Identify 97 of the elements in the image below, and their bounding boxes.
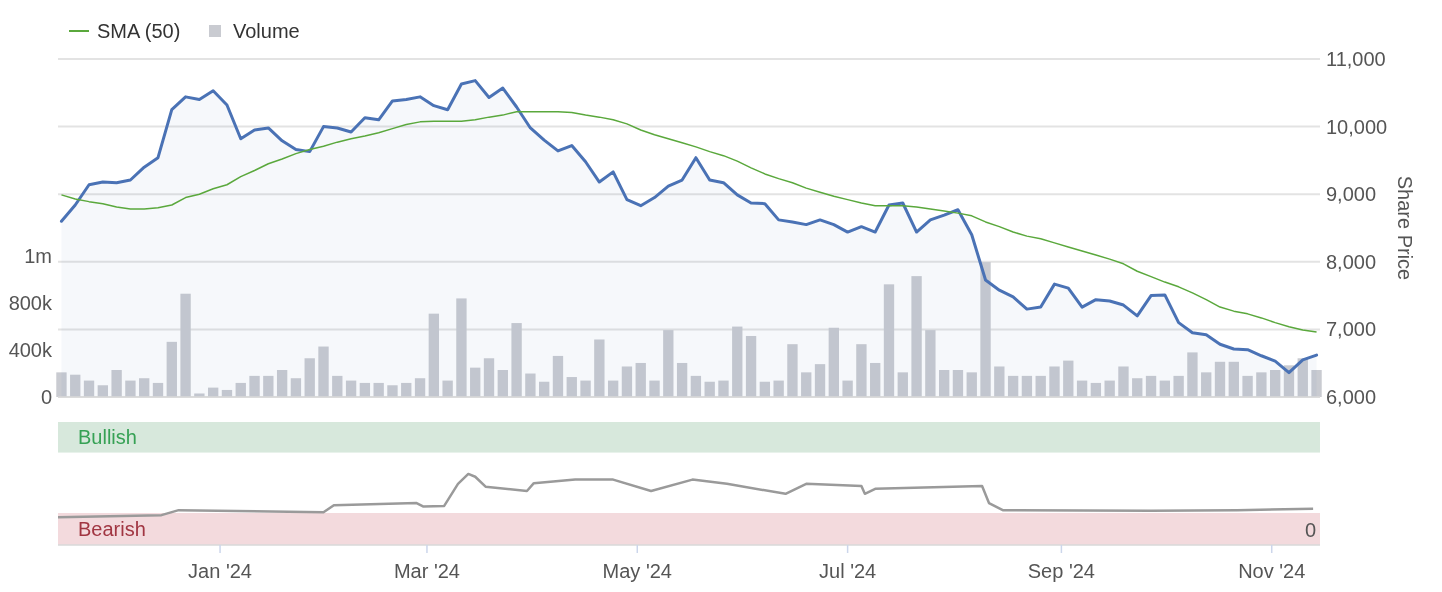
bar — [318, 346, 329, 397]
bar — [166, 341, 177, 397]
bar — [980, 262, 991, 397]
bar — [1242, 375, 1253, 397]
y2-tick-label: 0 — [40, 386, 52, 408]
bar — [511, 323, 522, 397]
x-tick-label: Nov '24 — [1238, 560, 1306, 582]
bar — [925, 330, 936, 397]
bar — [773, 380, 784, 397]
bar — [1021, 375, 1033, 397]
y-tick-label: 9,000 — [1326, 183, 1377, 206]
bar — [1104, 380, 1115, 397]
line-series — [60, 110, 1318, 333]
bar — [1228, 361, 1239, 397]
x-tick-label: May '24 — [602, 560, 672, 582]
bar — [718, 380, 729, 397]
bar — [1187, 352, 1198, 397]
bar — [870, 362, 881, 397]
bar — [966, 372, 977, 397]
bar — [442, 380, 453, 397]
bar — [139, 378, 150, 397]
bar — [911, 276, 922, 397]
bar — [263, 375, 274, 397]
bar — [180, 293, 191, 397]
bar — [621, 366, 633, 397]
bar — [1256, 372, 1267, 397]
x-tick-label: Jul '24 — [819, 560, 877, 582]
bar — [897, 372, 908, 397]
band-label: Bearish — [78, 518, 146, 540]
x-tick-label: Jan '24 — [188, 560, 252, 582]
bar — [525, 373, 536, 397]
bar — [1063, 360, 1074, 397]
bar — [552, 355, 564, 397]
bar — [801, 372, 812, 397]
bar — [952, 370, 964, 397]
bar — [1311, 370, 1322, 397]
bar — [1270, 370, 1281, 397]
bar — [814, 364, 826, 397]
bar — [676, 362, 688, 397]
bar — [842, 380, 853, 397]
bar — [1049, 366, 1060, 397]
bar — [856, 344, 867, 397]
bar — [580, 380, 591, 397]
band-label: Bullish — [78, 426, 137, 449]
bar — [456, 298, 467, 397]
bar — [1145, 375, 1157, 397]
y-tick-label: 7,000 — [1326, 318, 1377, 341]
bar — [787, 344, 798, 397]
bar — [387, 385, 398, 397]
y2-tick-label: 1m — [24, 245, 52, 268]
y-tick-label: 10,000 — [1326, 115, 1388, 138]
y-tick-label: 8,000 — [1326, 250, 1377, 273]
bar — [125, 380, 136, 397]
bar — [828, 327, 839, 397]
y2-tick-label: 800k — [8, 292, 53, 315]
bar — [97, 385, 108, 397]
bar — [304, 358, 315, 397]
legend-label: Volume — [233, 20, 300, 42]
bar — [290, 378, 302, 397]
bar — [428, 313, 440, 397]
bar — [1132, 378, 1143, 397]
bar — [497, 370, 508, 397]
x-tick-label: Mar '24 — [393, 560, 460, 582]
bar — [649, 380, 660, 397]
bar — [745, 335, 757, 397]
bar — [56, 372, 67, 397]
bar — [732, 326, 743, 397]
bar — [994, 366, 1005, 397]
bar — [1007, 375, 1019, 397]
legend-label: SMA (50) — [97, 20, 181, 42]
bar — [1201, 372, 1212, 397]
bar — [883, 284, 895, 397]
bar — [414, 378, 426, 397]
bar — [663, 330, 674, 397]
y-axis-title: Share Price — [1394, 175, 1416, 281]
bar — [249, 375, 260, 397]
bar — [276, 370, 288, 397]
bar — [194, 393, 205, 397]
y-tick-label: 11,000 — [1326, 48, 1386, 70]
bar — [635, 362, 646, 397]
bar — [483, 358, 495, 397]
bar — [594, 339, 605, 397]
bar — [690, 375, 702, 397]
bar — [470, 367, 481, 397]
y2-tick-label: 400k — [8, 339, 53, 362]
bar — [1214, 361, 1226, 397]
annotation: 0 — [1304, 519, 1316, 541]
bar — [111, 370, 122, 397]
bar — [332, 375, 343, 397]
bar — [70, 374, 81, 397]
bar — [1035, 375, 1046, 397]
bar — [1118, 366, 1129, 397]
bar — [1173, 375, 1184, 397]
bar — [938, 370, 950, 397]
bar — [566, 377, 577, 397]
y-tick-label: 6,000 — [1326, 386, 1377, 408]
x-tick-label: Sep '24 — [1027, 560, 1095, 582]
